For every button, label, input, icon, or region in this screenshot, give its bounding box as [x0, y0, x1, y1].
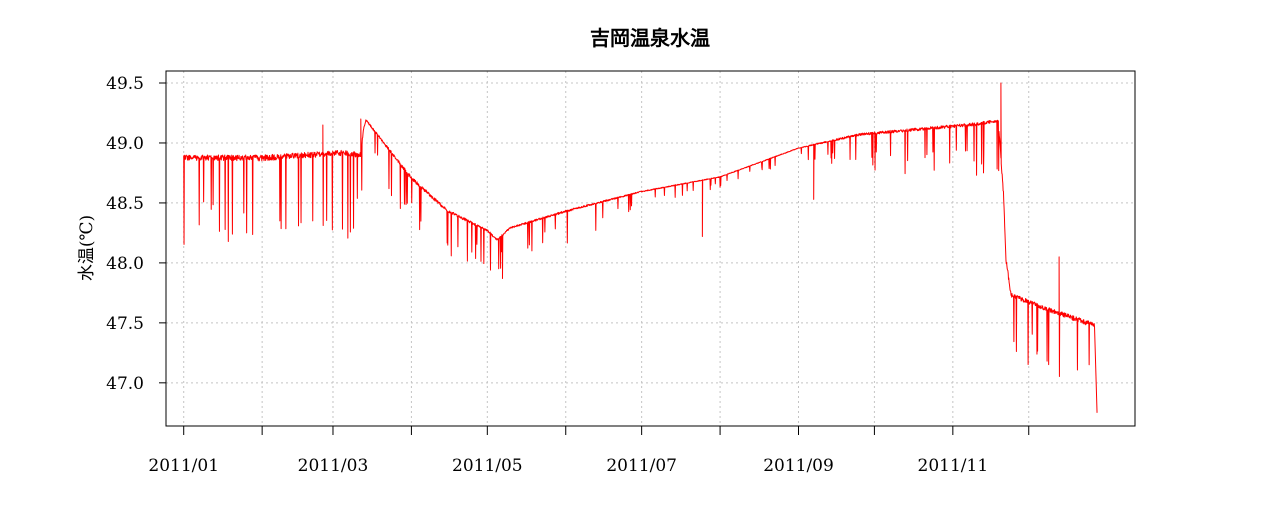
x-axis: 2011/01 2011/03 2011/05 2011/07 2011/09 2011/… [148, 426, 1030, 476]
x-tick-label: 2011/09 [763, 456, 834, 476]
x-tick-label: 2011/03 [298, 456, 369, 476]
y-axis: 47.0 47.5 48.0 48.5 49.0 49.5 [106, 74, 166, 394]
y-tick-label: 49.0 [106, 134, 144, 154]
y-tick-label: 48.0 [106, 254, 144, 274]
series-layer [183, 82, 1098, 413]
y-tick-label: 47.5 [106, 314, 144, 334]
x-tick-label: 2011/07 [606, 456, 677, 476]
y-axis-label: 水温(℃) [77, 215, 97, 281]
y-tick-label: 48.5 [106, 194, 144, 214]
chart-title: 吉岡温泉水温 [590, 26, 710, 50]
x-tick-label: 2011/05 [452, 456, 523, 476]
y-tick-label: 47.0 [106, 374, 144, 394]
plot-frame [165, 70, 1136, 427]
y-tick-label: 49.5 [106, 74, 144, 94]
series-line [183, 82, 1098, 413]
x-tick-label: 2011/11 [918, 456, 989, 476]
x-tick-label: 2011/01 [148, 456, 219, 476]
grid-layer [166, 71, 1135, 426]
